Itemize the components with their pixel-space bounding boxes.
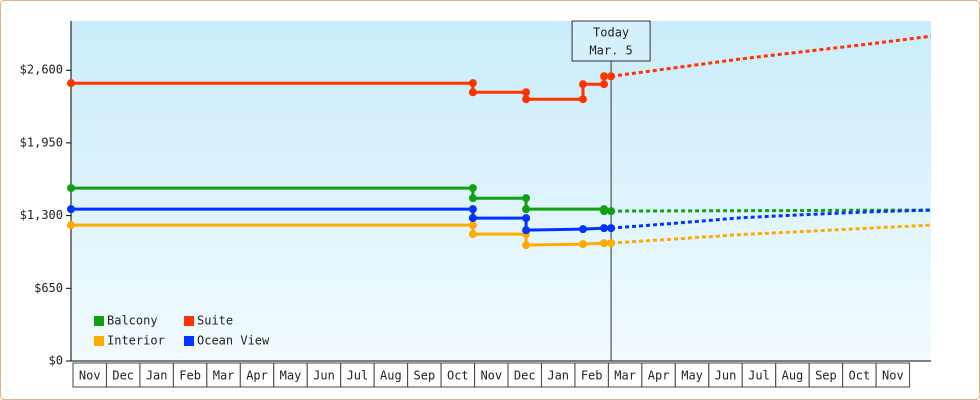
- x-tick-label: Aug: [782, 369, 804, 383]
- point: [67, 221, 75, 230]
- month-cell: [875, 362, 911, 388]
- projection-line: [611, 208, 932, 213]
- today-label: Today: [593, 26, 629, 40]
- x-tick-label: Nov: [882, 369, 904, 383]
- point: [600, 239, 609, 248]
- month-cell: [507, 362, 542, 388]
- x-tick-label: Sep: [815, 369, 837, 383]
- month-cell: [574, 362, 609, 388]
- month-cell: [708, 362, 743, 388]
- x-tick-label: Apr: [648, 369, 670, 383]
- point: [468, 214, 477, 223]
- point: [522, 88, 531, 97]
- point: [67, 79, 75, 88]
- point: [468, 205, 477, 214]
- legend-label: Interior: [107, 334, 165, 348]
- month-cell: [741, 362, 777, 388]
- point: [67, 184, 75, 193]
- point: [578, 95, 587, 104]
- point: [607, 239, 616, 248]
- point: [468, 79, 477, 88]
- legend-label: Balcony: [107, 314, 158, 328]
- x-tick-label: Feb: [179, 369, 201, 383]
- y-tick-label: $0: [49, 354, 63, 368]
- point: [600, 207, 609, 216]
- x-tick-label: Oct: [849, 369, 871, 383]
- point: [468, 88, 477, 97]
- x-tick-label: Dec: [112, 369, 134, 383]
- point: [578, 240, 587, 249]
- point: [607, 72, 616, 81]
- point: [468, 184, 477, 193]
- x-tick-label: Jan: [146, 369, 168, 383]
- x-tick-label: Apr: [246, 369, 268, 383]
- x-tick-label: Feb: [581, 369, 603, 383]
- x-tick-label: Jul: [748, 369, 770, 383]
- point: [522, 205, 531, 214]
- legend-swatch: [94, 316, 104, 326]
- month-cell: [808, 362, 844, 388]
- point: [468, 221, 477, 230]
- projection-line: [611, 223, 932, 245]
- y-tick-label: $1,300: [20, 208, 63, 222]
- legend-label: Suite: [197, 314, 233, 328]
- x-tick-label: Jun: [313, 369, 335, 383]
- point: [67, 205, 75, 214]
- point: [607, 207, 616, 216]
- today-box: [571, 20, 651, 62]
- y-tick-label: $1,950: [20, 135, 63, 149]
- x-tick-label: May: [280, 369, 302, 383]
- y-tick-label: $650: [34, 281, 63, 295]
- month-cell: [607, 362, 643, 388]
- point: [522, 241, 531, 250]
- month-cell: [105, 362, 141, 388]
- x-tick-label: Jul: [347, 369, 369, 383]
- x-tick-label: May: [681, 369, 703, 383]
- x-tick-label: Nov: [480, 369, 502, 383]
- point: [578, 80, 587, 89]
- point: [522, 226, 531, 235]
- point: [600, 72, 609, 81]
- month-cell: [139, 362, 174, 388]
- y-tick-label: $2,600: [20, 63, 63, 77]
- x-tick-label: Aug: [380, 369, 402, 383]
- legend-swatch: [94, 336, 104, 346]
- month-cell: [340, 362, 375, 388]
- month-cell: [206, 362, 241, 388]
- point: [578, 225, 587, 234]
- x-tick-label: Mar: [614, 369, 636, 383]
- x-tick-label: Jan: [547, 369, 569, 383]
- month-cell: [674, 362, 710, 388]
- legend-swatch: [184, 336, 194, 346]
- month-cell: [172, 362, 208, 388]
- month-cell: [842, 362, 877, 388]
- x-tick-label: Nov: [79, 369, 101, 383]
- projection-line: [610, 208, 932, 230]
- x-tick-label: Mar: [213, 369, 235, 383]
- x-tick-label: Dec: [514, 369, 536, 383]
- point: [600, 224, 609, 233]
- point: [522, 214, 531, 223]
- legend-label: Ocean View: [197, 334, 270, 348]
- x-tick-label: Jun: [715, 369, 737, 383]
- month-cell: [474, 362, 509, 388]
- point: [468, 194, 477, 203]
- point: [522, 95, 531, 104]
- month-cell: [72, 362, 107, 388]
- projection-line: [610, 34, 932, 78]
- today-date: Mar. 5: [589, 44, 632, 58]
- plot-area: [71, 21, 931, 361]
- month-cell: [775, 362, 810, 388]
- x-tick-label: Oct: [447, 369, 469, 383]
- point: [468, 230, 477, 239]
- month-cell: [239, 362, 275, 388]
- point: [522, 194, 531, 203]
- point: [607, 224, 616, 233]
- legend-swatch: [184, 316, 194, 326]
- month-cell: [407, 362, 442, 388]
- x-tick-label: Sep: [414, 369, 436, 383]
- point: [600, 80, 609, 89]
